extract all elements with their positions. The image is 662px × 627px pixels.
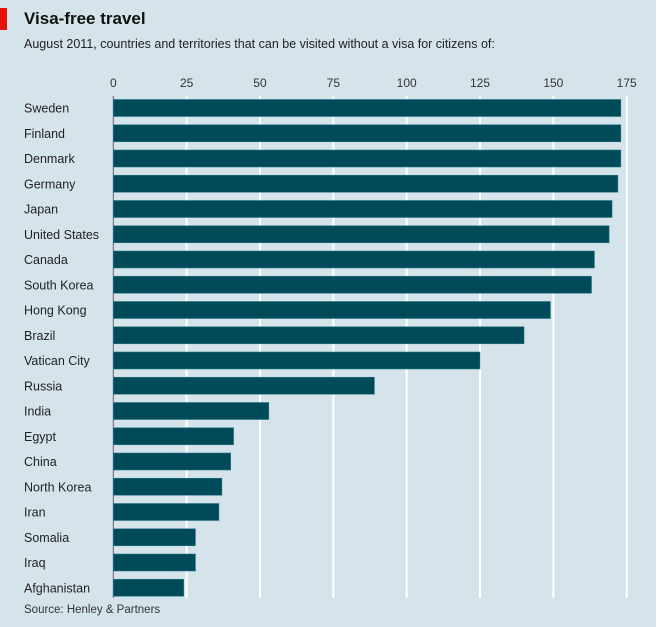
bar-brazil [113,326,525,345]
category-label: South Korea [24,278,94,292]
chart-source: Source: Henley & Partners [24,604,161,616]
bar-egypt [113,427,234,446]
category-label: Japan [24,203,58,217]
category-label: Brazil [24,329,55,343]
bar-japan [113,200,613,218]
category-label: Afghanistan [24,581,90,595]
category-label: Vatican City [24,354,91,368]
x-tick-label: 125 [470,76,490,90]
category-label: Canada [24,253,68,267]
bar-iraq [113,553,196,572]
bar-finland [113,124,622,143]
bar-china [113,452,231,471]
category-label: China [24,455,57,469]
x-tick-label: 50 [253,76,267,90]
x-tick-label: 25 [180,76,194,90]
x-tick-label: 75 [327,76,341,90]
bar-afghanistan [113,578,185,597]
category-label: North Korea [24,480,91,494]
category-label: India [24,405,51,419]
chart-subtitle: August 2011, countries and territories t… [24,37,495,51]
category-label: Finland [24,127,65,141]
bar-denmark [113,149,622,168]
bar-iran [113,503,220,521]
x-tick-label: 150 [543,76,563,90]
category-label: Hong Kong [24,304,87,318]
category-label: Egypt [24,430,56,444]
category-label: Russia [24,379,62,393]
bar-russia [113,376,375,395]
category-label: Germany [24,177,76,191]
category-label: Denmark [24,152,75,166]
category-label: United States [24,228,99,242]
bar-hong-kong [113,301,551,319]
bar-india [113,402,270,420]
chart-title: Visa-free travel [24,9,146,28]
bar-germany [113,174,619,193]
bar-vatican-city [113,351,481,370]
category-label: Iran [24,506,46,520]
category-label: Iraq [24,556,46,570]
bar-canada [113,250,595,269]
bar-south-korea [113,275,592,294]
bar-somalia [113,528,196,547]
bar-north-korea [113,477,223,496]
category-label: Sweden [24,102,69,116]
bar-united-states [113,225,610,244]
bar-sweden [113,99,622,117]
category-label: Somalia [24,531,69,545]
x-tick-label: 0 [110,76,117,90]
accent-tag [0,8,7,30]
x-tick-label: 100 [397,76,417,90]
x-tick-label: 175 [617,76,637,90]
